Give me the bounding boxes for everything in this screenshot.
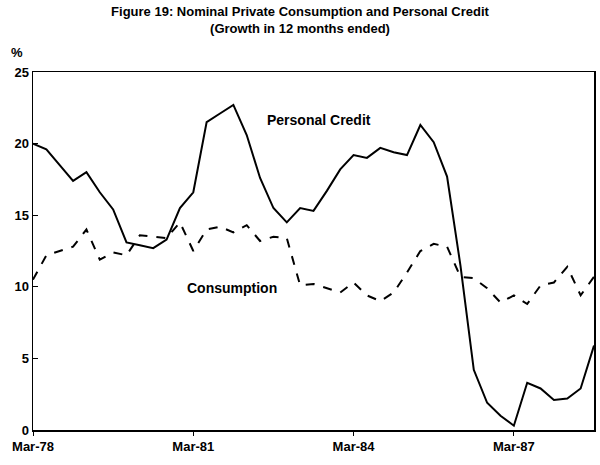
svg-text:20: 20	[14, 136, 28, 151]
svg-text:15: 15	[14, 208, 28, 223]
svg-text:Consumption: Consumption	[187, 280, 277, 296]
svg-text:%: %	[11, 45, 23, 60]
svg-text:Mar-87: Mar-87	[493, 439, 535, 454]
svg-text:Mar-78: Mar-78	[12, 439, 54, 454]
svg-text:Mar-81: Mar-81	[172, 439, 214, 454]
svg-text:10: 10	[14, 279, 28, 294]
svg-text:5: 5	[22, 351, 29, 366]
svg-text:Figure 19: Nominal Private Con: Figure 19: Nominal Private Consumption a…	[111, 4, 489, 36]
svg-text:Personal Credit: Personal Credit	[267, 112, 371, 128]
svg-text:Mar-84: Mar-84	[333, 439, 376, 454]
svg-text:25: 25	[14, 65, 28, 80]
svg-text:0: 0	[22, 423, 29, 438]
